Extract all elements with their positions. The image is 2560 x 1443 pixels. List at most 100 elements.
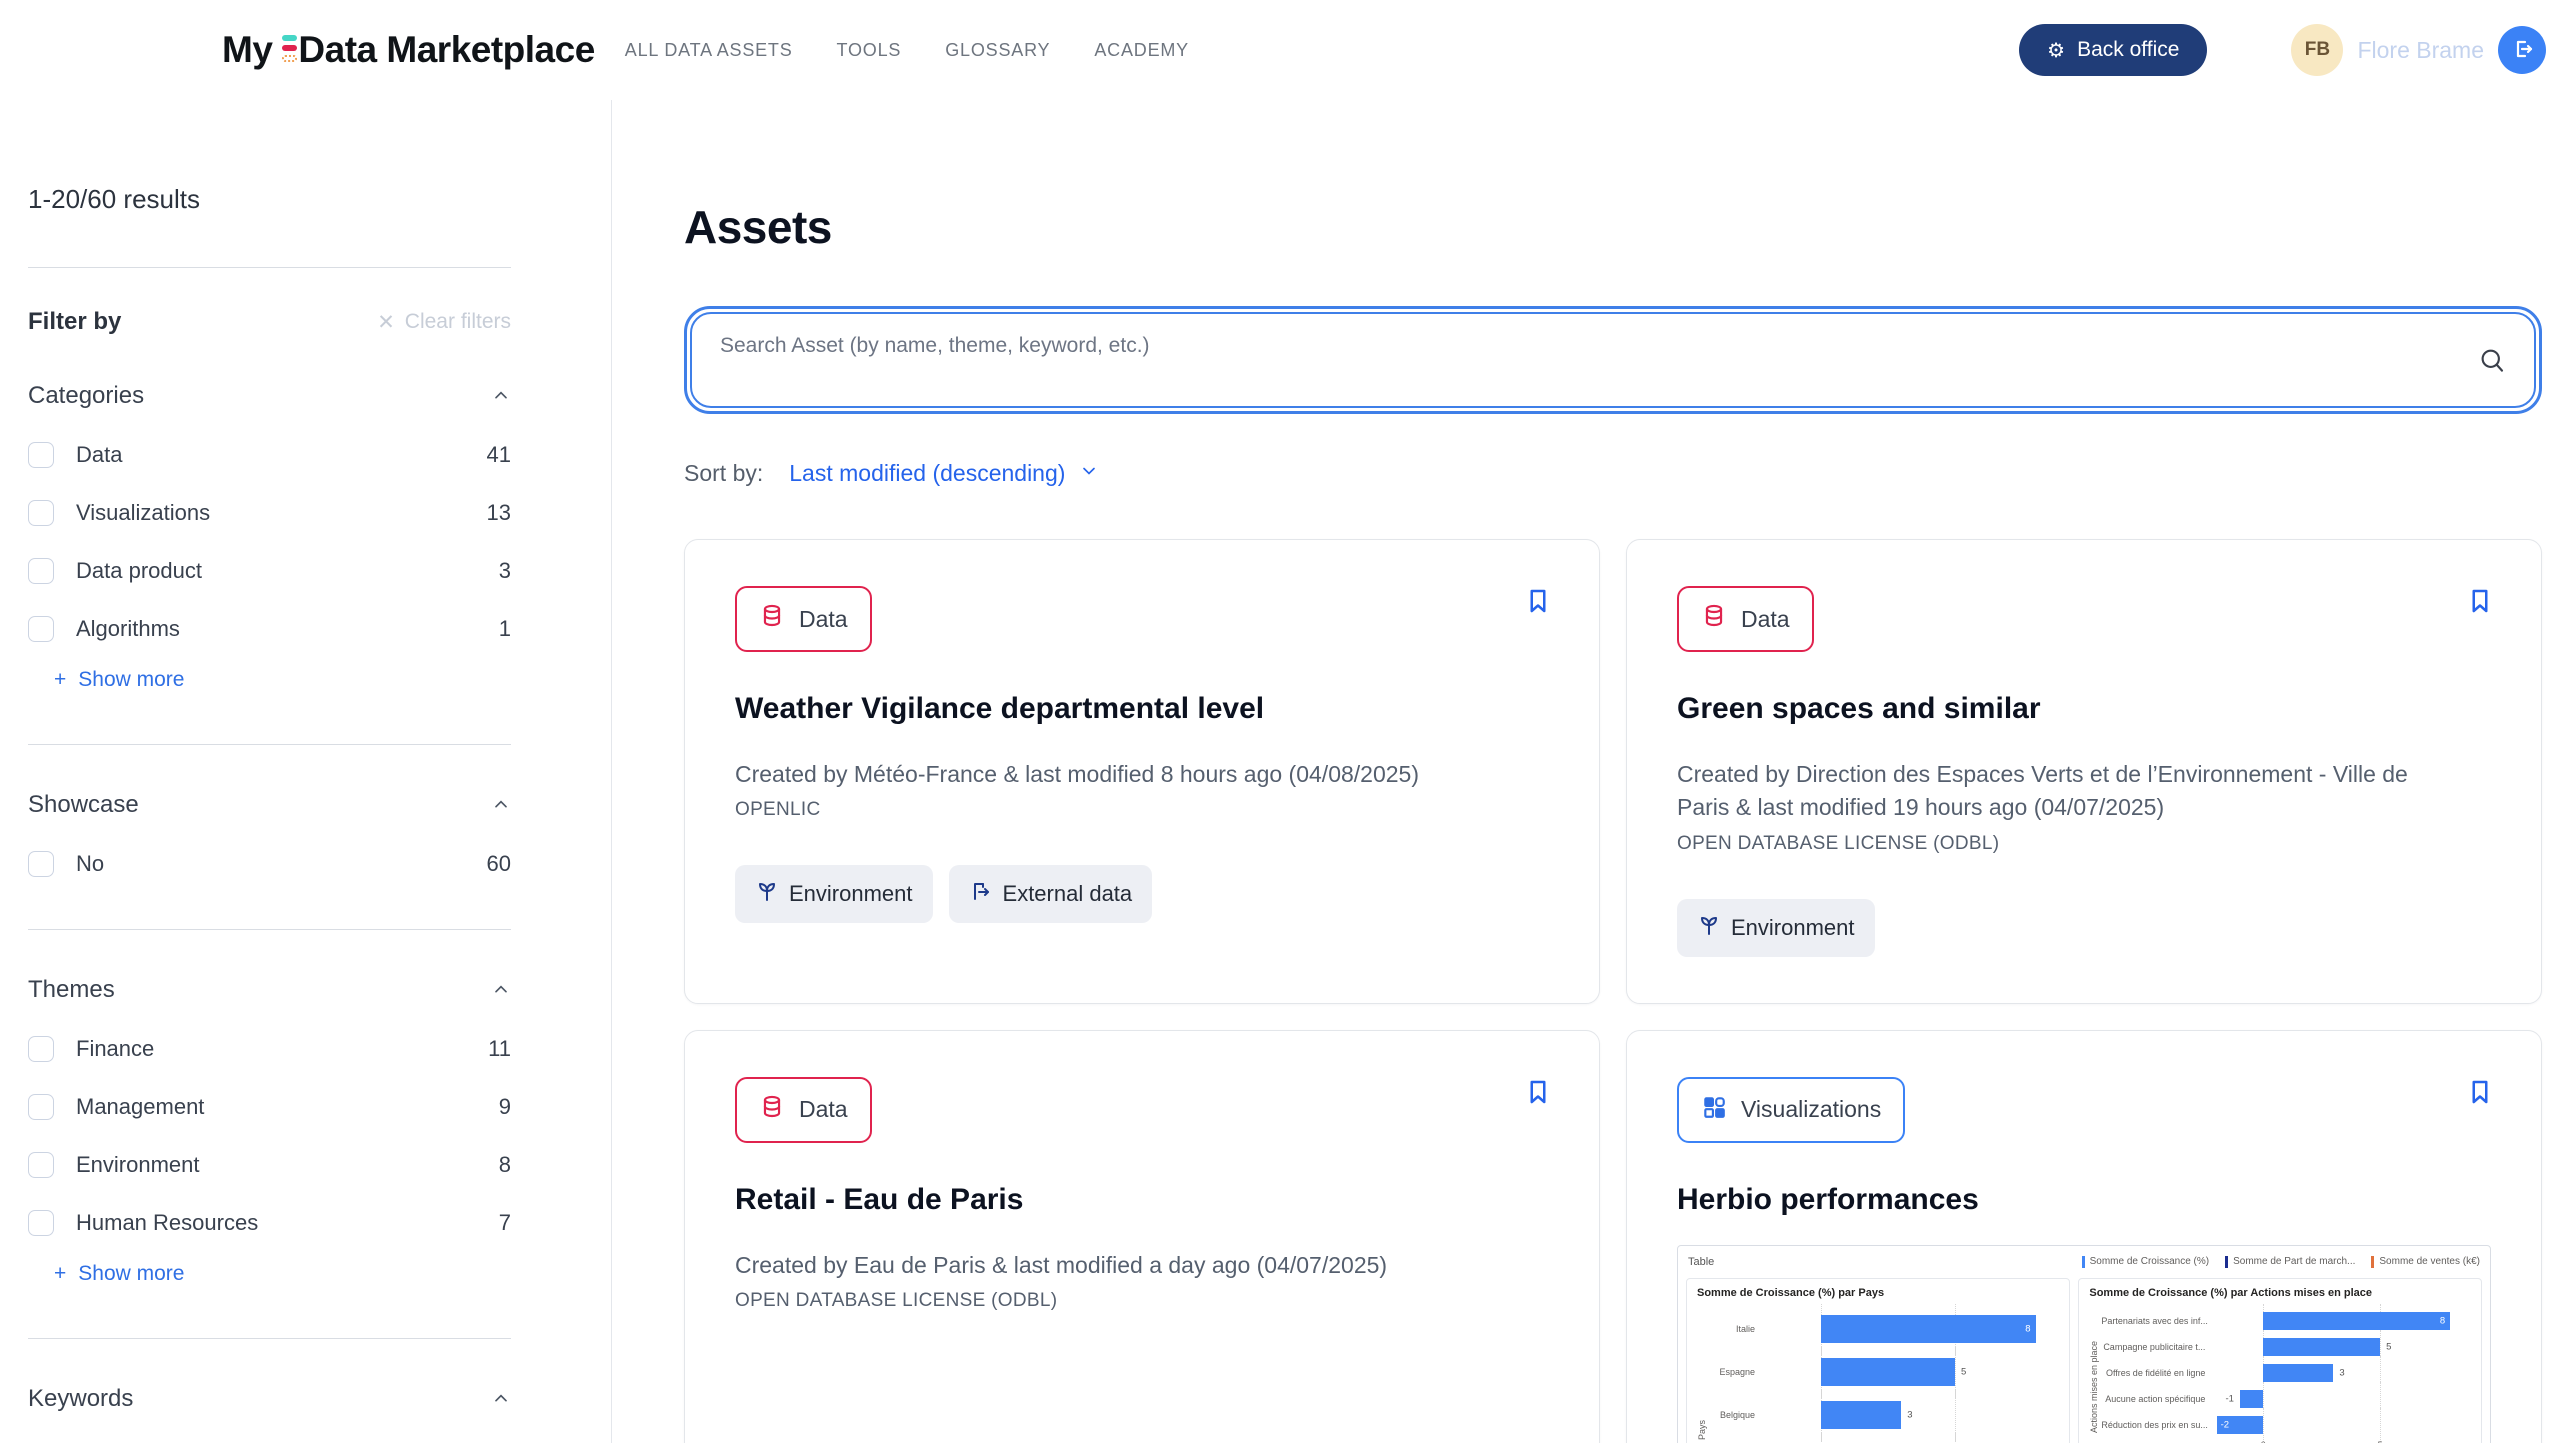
avatar: FB <box>2291 24 2343 76</box>
logo-text-my: My <box>222 29 272 71</box>
results-summary: 1-20/60 results <box>28 184 511 215</box>
filter-label: Environment <box>76 1152 200 1178</box>
plus-icon: + <box>54 668 66 692</box>
asset-card-green-spaces[interactable]: Data Green spaces and similar Created by… <box>1626 539 2542 1004</box>
filter-count: 60 <box>487 851 511 877</box>
checkbox-management[interactable] <box>28 1094 54 1120</box>
asset-license: OPENLIC <box>735 799 1549 821</box>
clear-filters-label: Clear filters <box>405 310 511 334</box>
filter-item-data-product: Data product 3 <box>28 558 511 584</box>
logout-button[interactable] <box>2498 26 2546 74</box>
header-right-group: ⚙ Back office FB Flore Brame <box>2019 24 2546 76</box>
bookmark-icon[interactable] <box>1523 1077 1553 1107</box>
asset-card-herbio-performances[interactable]: Visualizations Herbio performances Table… <box>1626 1030 2542 1443</box>
sort-dropdown[interactable]: Last modified (descending) <box>789 460 1099 487</box>
filter-label: Data <box>76 442 122 468</box>
divider <box>28 1338 511 1339</box>
app-window: My D ata Marketplace ALL DATA ASSETS TOO… <box>0 0 2560 1443</box>
collapse-keywords-button[interactable] <box>491 1389 511 1409</box>
filter-count: 3 <box>499 558 511 584</box>
show-more-categories-button[interactable]: + Show more <box>54 668 184 692</box>
filter-count: 9 <box>499 1094 511 1120</box>
bookmark-icon[interactable] <box>2465 1077 2495 1107</box>
checkbox-algorithms[interactable] <box>28 616 54 642</box>
checkbox-finance[interactable] <box>28 1036 54 1062</box>
category-badge-visualizations: Visualizations <box>1677 1077 1905 1143</box>
tag-label: Environment <box>1731 915 1855 941</box>
chart-croissance-par-pays: Somme de Croissance (%) par PaysPaysItal… <box>1686 1278 2070 1443</box>
filter-by-title: Filter by <box>28 308 121 336</box>
bookmark-icon[interactable] <box>2465 586 2495 616</box>
search-bar <box>684 306 2542 414</box>
section-title-keywords: Keywords <box>28 1385 133 1413</box>
top-navigation-bar: My D ata Marketplace ALL DATA ASSETS TOO… <box>0 0 2560 100</box>
search-input[interactable] <box>690 312 2536 408</box>
asset-meta: Created by Direction des Espaces Verts e… <box>1677 758 2437 825</box>
filter-label: Data product <box>76 558 202 584</box>
avatar-initials: FB <box>2305 39 2330 61</box>
checkbox-no[interactable] <box>28 851 54 877</box>
logo-text-rest: ata Marketplace <box>325 29 595 71</box>
close-icon: ✕ <box>377 310 395 335</box>
checkbox-visualizations[interactable] <box>28 500 54 526</box>
badge-label: Visualizations <box>1741 1096 1881 1123</box>
logo[interactable]: My D ata Marketplace <box>222 29 595 71</box>
bookmark-icon[interactable] <box>1523 586 1553 616</box>
collapse-categories-button[interactable] <box>491 386 511 406</box>
nav-tools[interactable]: TOOLS <box>837 40 902 61</box>
thumbnail-tab-table: Table <box>1688 1256 1714 1268</box>
asset-title: Herbio performances <box>1677 1183 2491 1217</box>
tag-environment: Environment <box>1677 899 1875 957</box>
asset-license: OPEN DATABASE LICENSE (ODBL) <box>735 1290 1549 1312</box>
tag-label: External data <box>1003 881 1133 907</box>
show-more-themes-button[interactable]: + Show more <box>54 1262 184 1286</box>
back-office-label: Back office <box>2077 38 2179 62</box>
filter-count: 11 <box>488 1036 511 1062</box>
section-title-categories: Categories <box>28 382 144 410</box>
plant-icon <box>755 879 779 909</box>
show-more-label: Show more <box>78 1262 184 1286</box>
clear-filters-button[interactable]: ✕ Clear filters <box>377 310 511 335</box>
filter-count: 7 <box>499 1210 511 1236</box>
chevron-up-icon <box>491 1397 511 1412</box>
nav-academy[interactable]: ACADEMY <box>1094 40 1189 61</box>
filter-count: 1 <box>499 616 511 642</box>
divider <box>28 929 511 930</box>
chevron-down-icon <box>1079 460 1099 487</box>
back-office-button[interactable]: ⚙ Back office <box>2019 24 2207 76</box>
database-icon <box>759 603 785 635</box>
gear-icon: ⚙ <box>2047 40 2065 60</box>
sort-row: Sort by: Last modified (descending) <box>684 460 2542 487</box>
collapse-showcase-button[interactable] <box>491 795 511 815</box>
filter-count: 13 <box>487 500 511 526</box>
collapse-themes-button[interactable] <box>491 980 511 1000</box>
section-title-showcase: Showcase <box>28 791 139 819</box>
asset-card-retail-eau-de-paris[interactable]: Data Retail - Eau de Paris Created by Ea… <box>684 1030 1600 1443</box>
assets-main-panel: Assets Sort by: Last modified (descendin… <box>612 100 2560 1443</box>
checkbox-environment[interactable] <box>28 1152 54 1178</box>
grid-icon <box>1701 1094 1727 1126</box>
asset-tags: Environment <box>1677 899 2491 957</box>
badge-label: Data <box>799 1096 848 1123</box>
filter-label: Management <box>76 1094 204 1120</box>
search-icon[interactable] <box>2477 345 2507 375</box>
filter-item-no: No 60 <box>28 851 511 877</box>
badge-label: Data <box>799 606 848 633</box>
logo-text-d: D <box>298 29 324 70</box>
chevron-up-icon <box>491 394 511 409</box>
show-more-label: Show more <box>78 668 184 692</box>
nav-all-data-assets[interactable]: ALL DATA ASSETS <box>625 40 793 61</box>
filter-label: Visualizations <box>76 500 210 526</box>
filter-count: 41 <box>487 442 511 468</box>
filter-item-environment: Environment 8 <box>28 1152 511 1178</box>
sort-by-label: Sort by: <box>684 460 763 487</box>
checkbox-data[interactable] <box>28 442 54 468</box>
nav-glossary[interactable]: GLOSSARY <box>945 40 1050 61</box>
asset-meta: Created by Eau de Paris & last modified … <box>735 1249 1495 1282</box>
filter-label: Algorithms <box>76 616 180 642</box>
checkbox-data-product[interactable] <box>28 558 54 584</box>
checkbox-human-resources[interactable] <box>28 1210 54 1236</box>
divider <box>28 267 511 268</box>
username: Flore Brame <box>2357 37 2484 64</box>
asset-card-weather-vigilance[interactable]: Data Weather Vigilance departmental leve… <box>684 539 1600 1004</box>
